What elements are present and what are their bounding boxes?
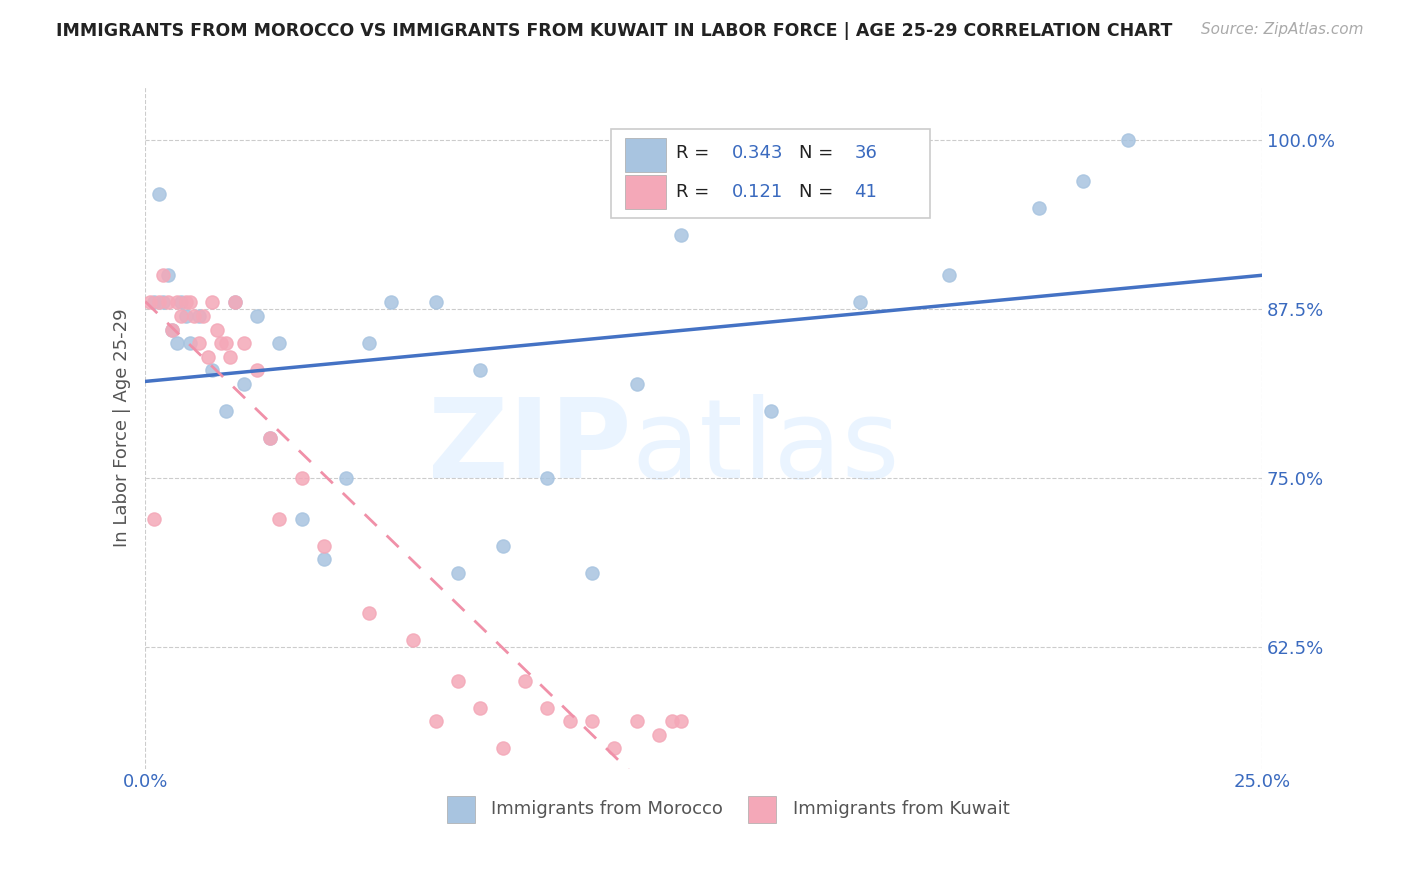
Point xyxy=(1028,201,1050,215)
Bar xyxy=(447,796,475,823)
Point xyxy=(335,471,357,485)
Point xyxy=(246,363,269,377)
FancyBboxPatch shape xyxy=(612,128,931,218)
Point xyxy=(174,309,197,323)
Point xyxy=(470,363,492,377)
Point xyxy=(425,295,447,310)
Text: 0.121: 0.121 xyxy=(731,183,783,201)
Point xyxy=(166,336,188,351)
Point xyxy=(179,295,201,310)
Point xyxy=(312,552,335,566)
Point xyxy=(148,187,170,202)
Point xyxy=(160,322,183,336)
Point xyxy=(661,714,683,729)
Text: N =: N = xyxy=(799,145,838,162)
Point xyxy=(143,511,166,525)
Text: 0.343: 0.343 xyxy=(731,145,783,162)
Bar xyxy=(748,796,776,823)
Point xyxy=(513,673,536,688)
Point xyxy=(187,309,209,323)
Point xyxy=(174,295,197,310)
Point xyxy=(201,295,224,310)
Point xyxy=(491,539,513,553)
Point xyxy=(671,227,693,242)
Point xyxy=(380,295,402,310)
Point xyxy=(402,633,425,648)
Point xyxy=(312,539,335,553)
Point xyxy=(160,322,183,336)
Text: R =: R = xyxy=(676,145,714,162)
Point xyxy=(536,700,558,714)
Point xyxy=(152,295,174,310)
Point xyxy=(536,471,558,485)
Point xyxy=(581,566,603,580)
Point xyxy=(491,741,513,756)
Text: N =: N = xyxy=(799,183,838,201)
Point xyxy=(581,714,603,729)
Point xyxy=(259,431,281,445)
Text: 41: 41 xyxy=(855,183,877,201)
Point xyxy=(183,309,205,323)
Point xyxy=(170,309,193,323)
Point xyxy=(152,268,174,283)
Point xyxy=(232,336,254,351)
Point xyxy=(193,309,215,323)
Point xyxy=(603,741,626,756)
Text: Immigrants from Morocco: Immigrants from Morocco xyxy=(492,800,723,819)
Point xyxy=(259,431,281,445)
Point xyxy=(224,295,246,310)
Text: atlas: atlas xyxy=(631,394,900,501)
Point xyxy=(156,268,179,283)
Point xyxy=(357,606,380,620)
Point xyxy=(269,511,291,525)
Point xyxy=(139,295,162,310)
Text: R =: R = xyxy=(676,183,714,201)
Point xyxy=(246,309,269,323)
Point xyxy=(209,336,232,351)
Bar xyxy=(626,175,665,209)
Point xyxy=(205,322,228,336)
Point xyxy=(187,336,209,351)
Point xyxy=(219,350,242,364)
Point xyxy=(143,295,166,310)
Point xyxy=(671,714,693,729)
Y-axis label: In Labor Force | Age 25-29: In Labor Force | Age 25-29 xyxy=(114,308,131,547)
Point xyxy=(232,376,254,391)
Point xyxy=(759,403,782,417)
Point xyxy=(166,295,188,310)
Point xyxy=(269,336,291,351)
Point xyxy=(357,336,380,351)
Bar xyxy=(626,137,665,171)
Point xyxy=(291,511,314,525)
Text: Immigrants from Kuwait: Immigrants from Kuwait xyxy=(793,800,1010,819)
Point xyxy=(170,295,193,310)
Point xyxy=(215,336,238,351)
Point xyxy=(470,700,492,714)
Point xyxy=(447,673,470,688)
Point xyxy=(215,403,238,417)
Point xyxy=(447,566,470,580)
Point xyxy=(626,714,648,729)
Point xyxy=(938,268,960,283)
Text: 36: 36 xyxy=(855,145,877,162)
Point xyxy=(849,295,872,310)
Point xyxy=(558,714,581,729)
Text: Source: ZipAtlas.com: Source: ZipAtlas.com xyxy=(1201,22,1364,37)
Point xyxy=(224,295,246,310)
Point xyxy=(648,728,671,742)
Point xyxy=(1116,133,1139,147)
Point xyxy=(1071,174,1094,188)
Point xyxy=(626,376,648,391)
Point xyxy=(148,295,170,310)
Text: ZIP: ZIP xyxy=(427,394,631,501)
Point xyxy=(201,363,224,377)
Point xyxy=(179,336,201,351)
Point xyxy=(156,295,179,310)
Text: IMMIGRANTS FROM MOROCCO VS IMMIGRANTS FROM KUWAIT IN LABOR FORCE | AGE 25-29 COR: IMMIGRANTS FROM MOROCCO VS IMMIGRANTS FR… xyxy=(56,22,1173,40)
Point xyxy=(425,714,447,729)
Point xyxy=(291,471,314,485)
Point xyxy=(197,350,219,364)
